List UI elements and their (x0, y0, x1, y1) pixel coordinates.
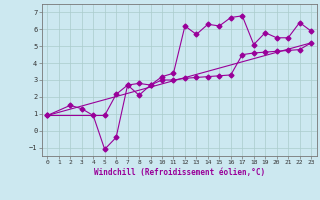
X-axis label: Windchill (Refroidissement éolien,°C): Windchill (Refroidissement éolien,°C) (94, 168, 265, 177)
